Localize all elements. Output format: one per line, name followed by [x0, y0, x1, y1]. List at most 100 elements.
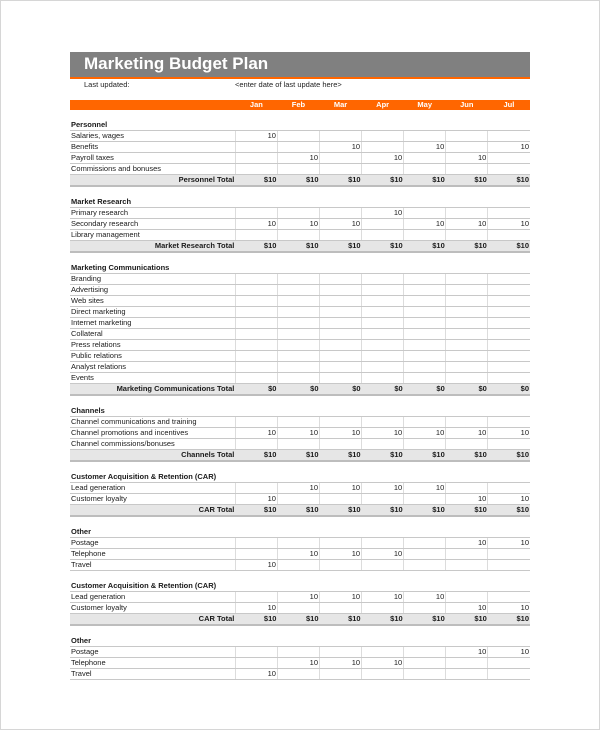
value-cell[interactable]: 10: [487, 427, 530, 439]
value-cell[interactable]: [403, 295, 446, 307]
value-cell[interactable]: [361, 163, 404, 175]
value-cell[interactable]: 10: [487, 602, 530, 614]
value-cell[interactable]: 10: [234, 218, 278, 230]
value-cell[interactable]: [276, 229, 320, 241]
value-cell[interactable]: 10: [234, 602, 278, 614]
value-cell[interactable]: [403, 537, 446, 549]
value-cell[interactable]: [234, 339, 278, 351]
value-cell[interactable]: 10: [276, 218, 320, 230]
value-cell[interactable]: [403, 602, 446, 614]
value-cell[interactable]: [234, 548, 278, 560]
value-cell[interactable]: [487, 130, 530, 142]
value-cell[interactable]: [319, 306, 362, 318]
value-cell[interactable]: [361, 229, 404, 241]
value-cell[interactable]: [361, 646, 404, 658]
value-cell[interactable]: 10: [319, 141, 362, 153]
value-cell[interactable]: 10: [234, 130, 278, 142]
value-cell[interactable]: [319, 284, 362, 296]
value-cell[interactable]: [319, 416, 362, 428]
value-cell[interactable]: [319, 163, 362, 175]
value-cell[interactable]: [276, 559, 320, 571]
value-cell[interactable]: [276, 317, 320, 329]
value-cell[interactable]: 10: [403, 482, 446, 494]
last-updated-value[interactable]: <enter date of last update here>: [235, 80, 342, 89]
value-cell[interactable]: [234, 273, 278, 285]
value-cell[interactable]: [276, 602, 320, 614]
value-cell[interactable]: [361, 295, 404, 307]
value-cell[interactable]: 10: [403, 141, 446, 153]
value-cell[interactable]: 10: [445, 646, 488, 658]
value-cell[interactable]: [361, 559, 404, 571]
value-cell[interactable]: [445, 229, 488, 241]
value-cell[interactable]: 10: [487, 537, 530, 549]
value-cell[interactable]: [403, 207, 446, 219]
value-cell[interactable]: 10: [276, 427, 320, 439]
value-cell[interactable]: 10: [403, 427, 446, 439]
value-cell[interactable]: [276, 438, 320, 450]
value-cell[interactable]: 10: [445, 537, 488, 549]
value-cell[interactable]: [445, 350, 488, 362]
value-cell[interactable]: [319, 559, 362, 571]
value-cell[interactable]: [276, 646, 320, 658]
value-cell[interactable]: [487, 350, 530, 362]
value-cell[interactable]: [276, 493, 320, 505]
value-cell[interactable]: 10: [361, 482, 404, 494]
value-cell[interactable]: [319, 295, 362, 307]
value-cell[interactable]: [319, 207, 362, 219]
value-cell[interactable]: [487, 306, 530, 318]
value-cell[interactable]: [445, 273, 488, 285]
value-cell[interactable]: [403, 163, 446, 175]
value-cell[interactable]: [403, 372, 446, 384]
value-cell[interactable]: [276, 207, 320, 219]
value-cell[interactable]: 10: [445, 218, 488, 230]
value-cell[interactable]: [445, 163, 488, 175]
value-cell[interactable]: [445, 657, 488, 669]
value-cell[interactable]: [445, 328, 488, 340]
value-cell[interactable]: [319, 229, 362, 241]
value-cell[interactable]: [487, 438, 530, 450]
value-cell[interactable]: [234, 295, 278, 307]
value-cell[interactable]: [319, 273, 362, 285]
value-cell[interactable]: [319, 438, 362, 450]
value-cell[interactable]: [234, 372, 278, 384]
value-cell[interactable]: [234, 141, 278, 153]
value-cell[interactable]: [403, 657, 446, 669]
value-cell[interactable]: [234, 646, 278, 658]
value-cell[interactable]: [276, 130, 320, 142]
value-cell[interactable]: [234, 229, 278, 241]
value-cell[interactable]: [445, 284, 488, 296]
value-cell[interactable]: [361, 668, 404, 680]
value-cell[interactable]: [234, 328, 278, 340]
value-cell[interactable]: [487, 559, 530, 571]
value-cell[interactable]: [445, 372, 488, 384]
value-cell[interactable]: [276, 273, 320, 285]
value-cell[interactable]: [403, 559, 446, 571]
value-cell[interactable]: [319, 493, 362, 505]
value-cell[interactable]: 10: [361, 207, 404, 219]
value-cell[interactable]: 10: [361, 152, 404, 164]
value-cell[interactable]: 10: [403, 218, 446, 230]
value-cell[interactable]: 10: [445, 602, 488, 614]
value-cell[interactable]: [361, 218, 404, 230]
value-cell[interactable]: [487, 328, 530, 340]
value-cell[interactable]: [234, 152, 278, 164]
value-cell[interactable]: [487, 295, 530, 307]
value-cell[interactable]: 10: [445, 493, 488, 505]
value-cell[interactable]: [319, 350, 362, 362]
value-cell[interactable]: [403, 317, 446, 329]
value-cell[interactable]: [234, 317, 278, 329]
value-cell[interactable]: 10: [319, 657, 362, 669]
value-cell[interactable]: 10: [319, 427, 362, 439]
value-cell[interactable]: [361, 493, 404, 505]
value-cell[interactable]: [319, 328, 362, 340]
value-cell[interactable]: 10: [445, 152, 488, 164]
value-cell[interactable]: [445, 306, 488, 318]
value-cell[interactable]: [403, 273, 446, 285]
value-cell[interactable]: [361, 602, 404, 614]
value-cell[interactable]: [234, 284, 278, 296]
value-cell[interactable]: [445, 141, 488, 153]
value-cell[interactable]: [361, 339, 404, 351]
value-cell[interactable]: [403, 284, 446, 296]
value-cell[interactable]: [361, 537, 404, 549]
value-cell[interactable]: 10: [319, 482, 362, 494]
